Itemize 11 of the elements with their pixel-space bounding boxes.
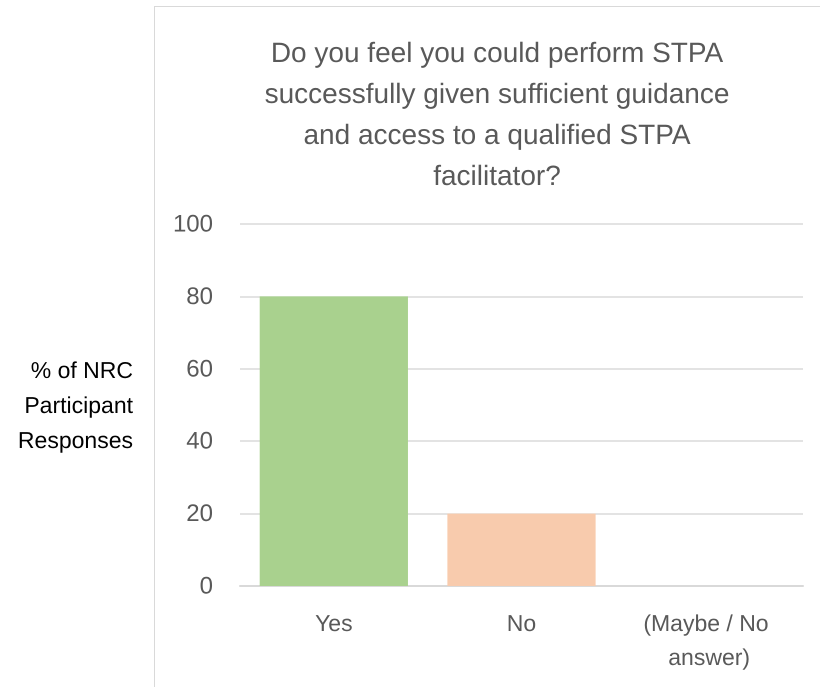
y-axis-title: % of NRC Participant Responses (18, 357, 134, 453)
x-tick-label: (Maybe / No answer) (643, 610, 775, 670)
chart-title: Do you feel you could perform STPA successfully given sufficient guidance and access to a qualified STPA facilitator? (264, 37, 730, 191)
y-tick-label: 80 (186, 282, 213, 310)
y-tick-label: 0 (200, 572, 213, 600)
y-tick-label: 100 (172, 210, 213, 238)
y-tick-label: 20 (186, 500, 213, 528)
y-tick-label: 60 (186, 355, 213, 382)
y-tick-label: 40 (186, 428, 213, 455)
x-tick-label: Yes (315, 610, 353, 636)
x-tick-label: No (506, 610, 536, 636)
